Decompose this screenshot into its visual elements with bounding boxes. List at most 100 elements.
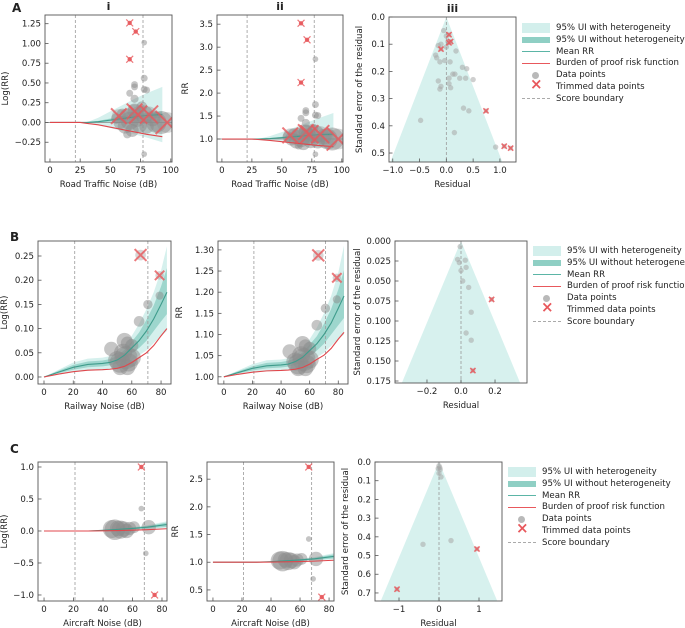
legend-entry: 95% UI without heterogeneity bbox=[522, 34, 685, 46]
data-point bbox=[443, 44, 450, 50]
mean-rr-line-icon bbox=[533, 269, 561, 279]
x-tick-label: 60 bbox=[127, 605, 138, 615]
y-tick-label: 0.075 bbox=[366, 297, 391, 307]
trimmed-data-point bbox=[331, 272, 343, 284]
legend-label: 95% UI without heterogeneity bbox=[567, 257, 685, 268]
x-tick-label: 60 bbox=[304, 388, 315, 398]
data-point bbox=[458, 267, 464, 274]
data-point bbox=[465, 284, 472, 291]
ui-without-heterogeneity-swatch-icon bbox=[533, 258, 561, 268]
ui-without-heterogeneity-swatch-icon bbox=[508, 479, 536, 489]
x-axis-label: Road Traffic Noise (dB) bbox=[60, 180, 157, 190]
legend-label: 95% UI with heterogeneity bbox=[542, 466, 657, 477]
data-point bbox=[460, 278, 466, 284]
data-point bbox=[447, 85, 454, 91]
burden-of-proof-line bbox=[223, 332, 345, 378]
y-tick-label: 1.5 bbox=[199, 112, 213, 122]
y-tick-label: −1.0 bbox=[13, 591, 34, 601]
y-tick-label: 0.20 bbox=[15, 276, 34, 286]
trimmed-data-point bbox=[297, 78, 305, 87]
x-axis-label: Aircraft Noise (dB) bbox=[63, 619, 142, 628]
data-point bbox=[141, 151, 148, 157]
data-point bbox=[140, 74, 148, 82]
x-tick-label: 80 bbox=[157, 605, 168, 615]
x-axis-label: Aircraft Noise (dB) bbox=[231, 619, 310, 628]
data-point bbox=[448, 537, 454, 544]
plot-area bbox=[45, 15, 172, 162]
y-tick-label: 1.10 bbox=[195, 331, 214, 341]
data-point bbox=[332, 295, 341, 304]
data-point bbox=[125, 338, 139, 353]
data-point bbox=[312, 56, 319, 62]
burden-of-proof-line-icon bbox=[533, 281, 561, 291]
y-tick-label: 1.0 bbox=[20, 463, 34, 473]
data-point bbox=[305, 536, 312, 542]
trimmed-data-point bbox=[137, 463, 146, 471]
ui-without-heterogeneity-swatch-icon bbox=[522, 35, 550, 45]
data-point bbox=[433, 55, 440, 61]
x-tick-label: 75 bbox=[306, 166, 317, 176]
axes-frame bbox=[374, 461, 503, 602]
trimmed-data-point bbox=[150, 591, 159, 599]
y-tick-label: 0.150 bbox=[366, 357, 391, 367]
burden-of-proof-line bbox=[221, 138, 334, 148]
x-tick-label: 40 bbox=[266, 605, 277, 615]
data-point bbox=[141, 39, 148, 46]
data-point bbox=[456, 259, 462, 266]
axes-frame bbox=[44, 14, 173, 163]
y-tick-label: 0.2 bbox=[357, 495, 371, 505]
legend-entry: Burden of proof risk function bbox=[508, 501, 671, 513]
data-point bbox=[314, 112, 322, 120]
legend-label: Mean RR bbox=[556, 46, 595, 57]
y-tick-label: 0.5 bbox=[20, 495, 34, 505]
panel-b-ii: 0 20 40 60 80 1.00 1.05 1.10 1.15 1.20 1.25 1.30 Rai… bbox=[175, 240, 349, 412]
y-tick-label: 0.175 bbox=[366, 377, 391, 387]
x-tick-label: 20 bbox=[247, 388, 258, 398]
data-point bbox=[446, 75, 452, 81]
axes-frame bbox=[217, 240, 349, 385]
y-tick-label: 1.00 bbox=[195, 373, 214, 383]
legend-label: Trimmed data points bbox=[567, 304, 656, 315]
legend-label: Trimmed data points bbox=[542, 525, 631, 536]
x-axis-label: Residual bbox=[420, 619, 456, 628]
y-axis-label: Log(RR) bbox=[0, 296, 10, 330]
x-axis-label: Residual bbox=[443, 401, 479, 411]
data-point bbox=[451, 129, 458, 136]
legend-entry: Mean RR bbox=[533, 269, 685, 281]
data-point bbox=[143, 299, 153, 310]
x-tick-label: 0 bbox=[210, 605, 215, 615]
data-point bbox=[155, 291, 164, 300]
data-point bbox=[466, 108, 472, 114]
legend-label: Mean RR bbox=[567, 269, 606, 280]
trimmed-data-point bbox=[133, 248, 148, 262]
score-boundary-dash-icon bbox=[533, 317, 561, 327]
data-point bbox=[462, 257, 468, 263]
panel-c-ii: 0 20 40 60 80 0.5 1.0 1.5 2.0 2.5 Aircraft Noise (… bbox=[171, 461, 335, 628]
data-point bbox=[417, 117, 424, 124]
mean-rr-line-icon bbox=[522, 46, 550, 56]
panel-a-i: 0 25 50 75 100 −0.25 0.00 0.25 0.50 0.75 1.00 1.25 R… bbox=[1, 0, 179, 190]
x-tick-label: 20 bbox=[68, 388, 79, 398]
ui-with-heterogeneity-swatch-icon bbox=[508, 466, 536, 477]
trimmed-data-point bbox=[311, 248, 325, 263]
y-axis-label: Log(RR) bbox=[1, 72, 11, 106]
x-tick-label: 100 bbox=[163, 166, 179, 176]
y-tick-label: 0.50 bbox=[22, 79, 41, 89]
panel-title: ii bbox=[276, 0, 284, 13]
x-tick-label: 0.5 bbox=[466, 166, 480, 176]
trimmed-data-point bbox=[445, 31, 453, 38]
trimmed-data-point bbox=[131, 27, 140, 36]
trimmed-data-point bbox=[445, 39, 453, 47]
y-tick-label: 1.00 bbox=[22, 39, 41, 49]
data-point bbox=[138, 505, 145, 512]
data-point bbox=[142, 550, 149, 557]
y-axis-label: RR bbox=[181, 83, 191, 95]
trimmed-x-icon bbox=[533, 301, 561, 315]
data-point bbox=[311, 101, 319, 109]
burden-of-proof-line bbox=[49, 121, 163, 138]
y-tick-label: −0.5 bbox=[13, 559, 34, 569]
y-tick-label: 0.10 bbox=[15, 325, 34, 335]
y-tick-label: 0.3 bbox=[371, 95, 385, 105]
legend-label: 95% UI with heterogeneity bbox=[567, 245, 682, 256]
x-tick-label: 0 bbox=[41, 388, 46, 398]
